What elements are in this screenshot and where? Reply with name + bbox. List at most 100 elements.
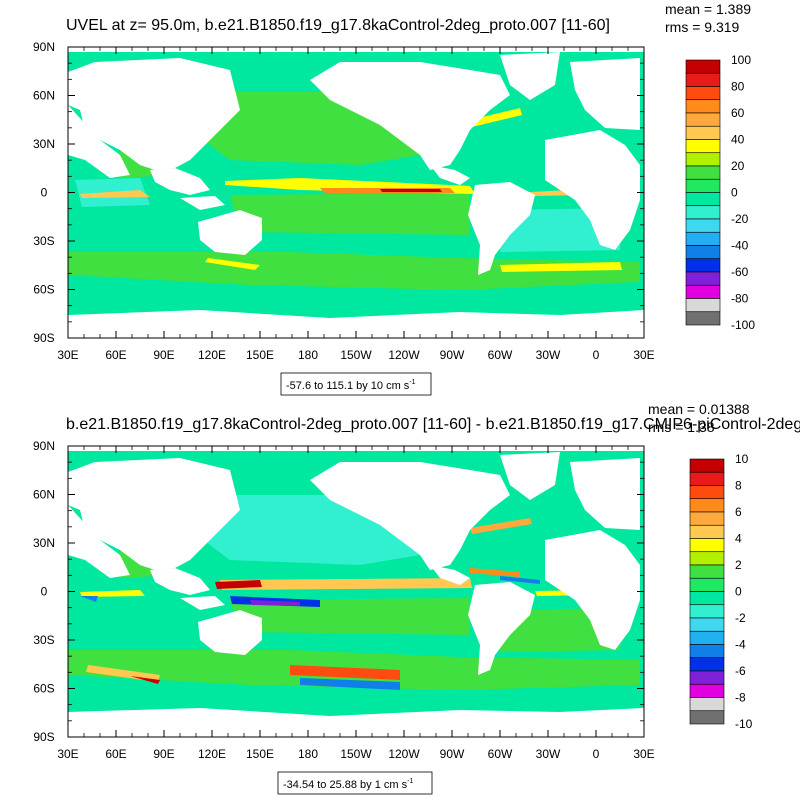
colorbar-label: 4 [735,532,742,546]
rms-stat: rms = 1.38 [648,419,715,435]
y-axis: 90N 60N 30N 0 30S 60S 90S [33,40,644,345]
colorbar-swatch [689,604,725,619]
colorbar-swatch [689,697,725,712]
y-tick-label: 30S [33,234,54,248]
colorbar-label: 80 [731,80,745,94]
colorbar-swatch [685,99,721,114]
colorbar-swatch [689,710,725,725]
colorbar-label: 6 [735,505,742,519]
mean-stat: mean = 1.389 [665,1,751,17]
x-tick-label: 150E [246,747,274,761]
colorbar-swatch [689,538,725,553]
colorbar-swatch [689,458,725,473]
y-tick-label: 0 [41,186,48,200]
colorbar: 100 80 60 40 20 0 -20 -40 -60 -80 -100 [685,53,755,332]
y-tick-label: 60N [33,488,55,502]
colorbar-swatch [689,471,725,486]
x-tick-label: 150W [340,747,372,761]
colorbar-swatch [685,192,721,207]
colorbar-label: -40 [731,239,749,253]
panel-title: b.e21.B1850.f19_g17.8kaControl-2deg_prot… [66,416,800,433]
x-tick-label: 30E [57,747,78,761]
mean-stat: mean = 0.01388 [648,401,750,417]
colorbar-swatch [689,657,725,672]
y-tick-label: 90N [33,439,55,453]
x-tick-label: 30E [57,348,78,362]
y-tick-label: 90S [33,331,54,345]
x-tick-label: 120E [198,747,226,761]
y-tick-label: 90N [33,40,55,54]
x-tick-label: 90W [440,348,465,362]
colorbar-label: 2 [735,558,742,572]
x-tick-label: 150W [340,348,372,362]
x-tick-label: 120E [198,348,226,362]
y-axis: 90N 60N 30N 0 30S 60S 90S [33,439,644,744]
colorbar-label: -100 [731,318,755,332]
colorbar-swatch [685,205,721,220]
x-tick-label: 30W [536,747,561,761]
y-tick-label: 30N [33,536,55,550]
colorbar-swatch [685,245,721,260]
range-label-box: -34.54 to 25.88 by 1 cm s-1 [277,771,433,795]
y-tick-label: 90S [33,730,54,744]
colorbar-label: 0 [731,186,738,200]
colorbar-label: 10 [735,452,749,466]
map-field [68,446,644,737]
x-axis: 30E 60E 90E 120E 150E 180 150W 120W 90W 60W 30W 0 30… [57,47,655,362]
map-field [68,47,644,338]
x-tick-label: 60W [488,348,513,362]
x-tick-label: 30E [633,348,654,362]
colorbar-swatch [685,218,721,233]
rms-stat: rms = 9.319 [665,19,740,35]
colorbar-swatch [689,670,725,685]
colorbar-label: 0 [735,585,742,599]
y-tick-label: 60N [33,89,55,103]
colorbar-swatch [689,551,725,566]
y-tick-label: 60S [33,682,54,696]
x-tick-label: 30W [536,348,561,362]
colorbar: 10 8 6 4 2 0 -2 -4 -6 -8 -10 [689,452,753,731]
colorbar-swatch [685,59,721,74]
colorbar-swatch [685,311,721,326]
colorbar-swatch [689,630,725,645]
colorbar-swatch [689,511,725,526]
colorbar-swatch [685,258,721,273]
y-tick-label: 30N [33,137,55,151]
colorbar-label: -8 [735,691,746,705]
panel-difference: b.e21.B1850.f19_g17.8kaControl-2deg_prot… [33,401,800,795]
colorbar-label: -80 [731,292,749,306]
colorbar-label: -10 [735,717,753,731]
x-tick-label: 120W [388,348,420,362]
colorbar-label: 40 [731,133,745,147]
x-tick-label: 30E [633,747,654,761]
colorbar-swatch [685,112,721,127]
x-tick-label: 90E [153,348,174,362]
colorbar-swatch [689,683,725,698]
colorbar-swatch [689,577,725,592]
x-tick-label: 120W [388,747,420,761]
x-tick-label: 90W [440,747,465,761]
range-label: -34.54 to 25.88 by 1 cm s-1 [283,778,413,791]
colorbar-swatch [689,564,725,579]
colorbar-label: -4 [735,638,746,652]
colorbar-swatch [685,152,721,167]
x-tick-label: 150E [246,348,274,362]
y-tick-label: 30S [33,633,54,647]
x-tick-label: 180 [298,747,318,761]
x-tick-label: 60E [105,348,126,362]
colorbar-swatch [685,231,721,246]
colorbar-swatch [689,498,725,513]
colorbar-swatch [685,284,721,299]
colorbar-swatch [689,644,725,659]
range-label: -57.6 to 115.1 by 10 cm s-1 [286,379,416,392]
x-tick-label: 0 [593,747,600,761]
colorbar-swatch [689,524,725,539]
colorbar-label: 60 [731,106,745,120]
x-axis: 30E 60E 90E 120E 150E 180 150W 120W 90W 60W 30W 0 30… [57,446,655,761]
range-label-box: -57.6 to 115.1 by 10 cm s-1 [280,372,432,396]
colorbar-label: 20 [731,159,745,173]
colorbar-label: 100 [731,53,751,67]
colorbar-swatch [685,298,721,313]
x-tick-label: 0 [593,348,600,362]
panel-title: UVEL at z= 95.0m, b.e21.B1850.f19_g17.8k… [66,17,610,34]
